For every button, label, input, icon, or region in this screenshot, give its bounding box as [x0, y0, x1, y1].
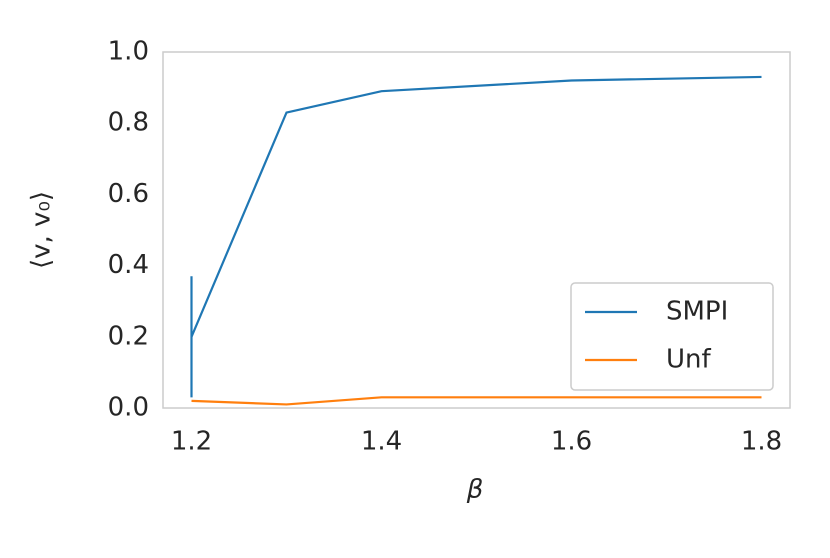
x-tick-label: 1.2	[171, 427, 212, 457]
legend-label: SMPI	[666, 297, 728, 327]
y-tick-label: 0.4	[108, 250, 149, 280]
x-tick-label: 1.6	[551, 427, 592, 457]
series-line	[190, 75, 762, 338]
y-axis-label: ⟨v, v₀⟩	[27, 191, 57, 269]
plot-frame	[162, 51, 791, 409]
legend-box	[570, 282, 774, 391]
x-axis-label: β	[466, 475, 484, 505]
legend-label: Unf	[666, 345, 712, 375]
x-tick-label: 1.4	[361, 427, 402, 457]
y-tick-label: 0.6	[108, 179, 149, 209]
y-tick-label: 0.2	[108, 321, 149, 351]
series-line	[191, 396, 762, 406]
y-tick-label: 1.0	[108, 37, 149, 67]
y-tick-label: 0.0	[108, 393, 149, 423]
y-tick-label: 0.8	[108, 108, 149, 138]
x-tick-label: 1.8	[741, 427, 782, 457]
